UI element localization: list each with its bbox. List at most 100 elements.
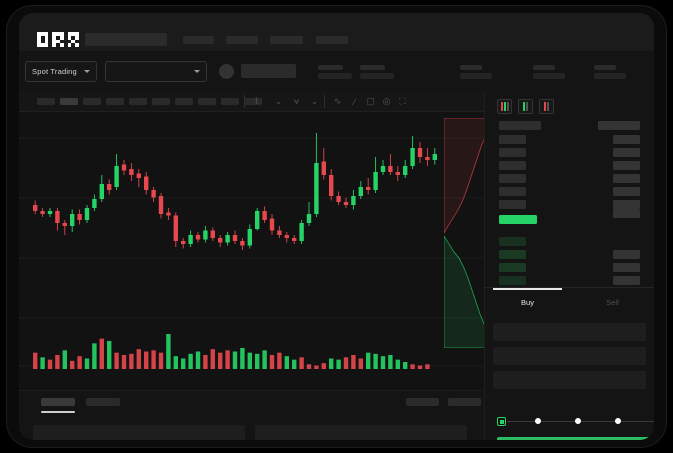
stat-last-price-value <box>318 73 352 79</box>
timeframe-9[interactable] <box>221 98 239 105</box>
bid-row-price-2[interactable] <box>499 250 526 259</box>
stat-low-label <box>533 65 555 70</box>
ask-row-amount-6[interactable] <box>613 200 640 209</box>
stat-high-value <box>460 73 492 79</box>
timeframe-3[interactable] <box>83 98 101 105</box>
fullscreen-icon[interactable]: ⛶ <box>399 96 406 106</box>
chevron-down-icon <box>84 70 90 73</box>
price-field[interactable] <box>493 323 646 341</box>
toolbar-divider <box>244 95 245 108</box>
orders-footer <box>19 425 484 440</box>
timeframe-6[interactable] <box>152 98 170 105</box>
orderbook-last-amount <box>613 209 640 218</box>
tab-open-orders[interactable] <box>41 398 75 406</box>
orderbook-panel: Buy Sell <box>484 91 654 440</box>
candles-icon[interactable]: ⩝ <box>293 96 300 106</box>
coin-icon <box>219 64 234 79</box>
timeframe-1[interactable] <box>37 98 55 105</box>
step-1[interactable] <box>497 417 506 426</box>
toolbar-divider <box>324 95 325 108</box>
ask-row-price-2[interactable] <box>499 148 526 157</box>
timeframe-4[interactable] <box>106 98 124 105</box>
orderbook-header-amount <box>598 121 640 130</box>
timeframe-10[interactable] <box>244 98 262 105</box>
tab-sell-label: Sell <box>606 297 619 307</box>
top-header <box>19 13 654 51</box>
pair-select[interactable] <box>105 61 207 82</box>
timeframe-5[interactable] <box>129 98 147 105</box>
stat-change-value <box>360 73 394 79</box>
ask-row-price-5[interactable] <box>499 187 526 196</box>
stat-change-label <box>360 65 385 70</box>
stat-volume-value <box>594 73 626 79</box>
chevron-down-icon <box>194 70 200 73</box>
camera-icon[interactable]: ▢ <box>366 96 375 106</box>
submit-order-button[interactable] <box>497 437 654 440</box>
ask-row-price-4[interactable] <box>499 174 526 183</box>
candlestick-canvas <box>19 133 484 369</box>
ask-row-amount-1[interactable] <box>613 135 640 144</box>
okx-logo[interactable] <box>37 32 79 47</box>
step-4[interactable] <box>615 418 621 424</box>
price-chart[interactable] <box>19 112 484 390</box>
ask-row-amount-2[interactable] <box>613 148 640 157</box>
tab-buy[interactable]: Buy <box>485 288 570 316</box>
bottom-action-1[interactable] <box>406 398 439 406</box>
nav-item-2[interactable] <box>226 36 258 44</box>
tab-order-history[interactable] <box>86 398 120 406</box>
nav-item-3[interactable] <box>270 36 303 44</box>
timeframe-7[interactable] <box>175 98 193 105</box>
bottom-action-2[interactable] <box>448 398 481 406</box>
ask-row-amount-3[interactable] <box>613 161 640 170</box>
amount-field[interactable] <box>493 347 646 365</box>
buy-tab-indicator <box>493 288 562 290</box>
mode-select[interactable]: Spot Trading <box>25 61 97 82</box>
global-search-input[interactable] <box>85 33 167 46</box>
tab-sell[interactable]: Sell <box>570 288 654 316</box>
timeframe-8[interactable] <box>198 98 216 105</box>
step-2[interactable] <box>535 418 541 424</box>
settings-icon[interactable]: ◎ <box>382 96 391 106</box>
ask-row-price-3[interactable] <box>499 161 526 170</box>
ask-row-amount-4[interactable] <box>613 174 640 183</box>
market-subheader: Spot Trading <box>19 51 654 91</box>
footer-block-2 <box>255 425 467 440</box>
step-3[interactable] <box>575 418 581 424</box>
ask-row-price-6[interactable] <box>499 200 526 209</box>
bid-row-price-3[interactable] <box>499 263 526 272</box>
orderbook-both-icon[interactable] <box>497 99 512 114</box>
orderbook-asks-icon[interactable] <box>539 99 554 114</box>
nav-item-4[interactable] <box>316 36 348 44</box>
bid-row-price-1[interactable] <box>499 237 526 246</box>
nav-item-1[interactable] <box>183 36 214 44</box>
app-screen: Spot Trading ⌇ ⌄ ⩝ ⌄ ∿ ∕ ▢ ◎ ⛶ <box>19 13 654 440</box>
orderbook-last-price <box>499 215 537 224</box>
line-chart-icon[interactable]: ∿ <box>333 96 342 106</box>
dropdown-icon[interactable]: ⌄ <box>310 96 319 106</box>
orderbook-header-price <box>499 121 541 130</box>
timeframe-2[interactable] <box>60 98 78 105</box>
compare-icon[interactable]: ⌄ <box>274 96 283 106</box>
mode-select-label: Spot Trading <box>32 67 77 76</box>
ask-row-price-1[interactable] <box>499 135 526 144</box>
stat-volume-label <box>594 65 616 70</box>
ask-row-amount-5[interactable] <box>613 187 640 196</box>
depth-chart <box>444 118 494 348</box>
footer-block-1 <box>33 425 245 440</box>
order-form-tabs: Buy Sell <box>485 287 654 315</box>
bid-row-amount-3[interactable] <box>613 263 640 272</box>
active-tab-underline <box>41 411 75 413</box>
stat-low-value <box>533 73 565 79</box>
pair-label <box>241 64 296 78</box>
indicator-icon[interactable]: ⌇ <box>254 96 259 106</box>
ruler-icon[interactable]: ∕ <box>353 96 356 107</box>
tab-buy-label: Buy <box>521 297 534 307</box>
orderbook-bids-icon[interactable] <box>518 99 533 114</box>
bid-row-price-4[interactable] <box>499 276 526 285</box>
total-field[interactable] <box>493 371 646 389</box>
stat-last-price-label <box>318 65 343 70</box>
bid-row-amount-2[interactable] <box>613 250 640 259</box>
bid-row-amount-4[interactable] <box>613 276 640 285</box>
stat-high-label <box>460 65 482 70</box>
